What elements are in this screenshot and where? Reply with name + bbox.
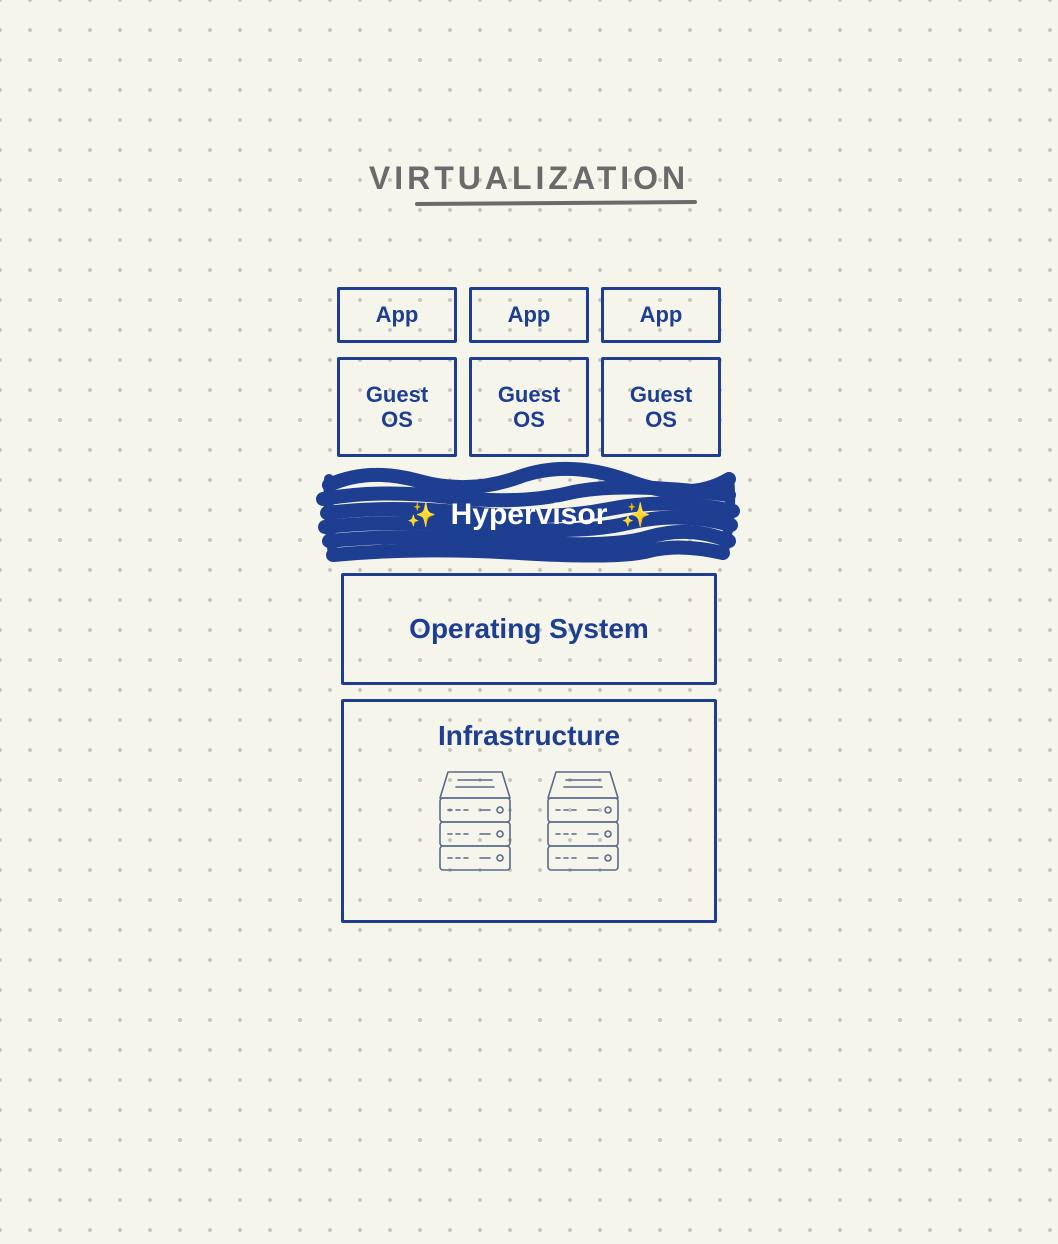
server-icons [432,768,626,876]
guest-os-label: Guest OS [630,382,692,433]
app-box: App [469,287,589,343]
guest-os-box: Guest OS [337,357,457,457]
guest-os-row: Guest OS Guest OS Guest OS [337,357,721,457]
title-text: VIRTUALIZATION [369,160,689,196]
hypervisor-label-group: ✨ Hypervisor ✨ [407,498,652,532]
app-box: App [337,287,457,343]
sparkle-icon: ✨ [407,501,437,530]
hypervisor-layer: ✨ Hypervisor ✨ [329,471,729,559]
infrastructure-label: Infrastructure [438,720,620,752]
hypervisor-label: Hypervisor [451,498,608,532]
app-label: App [508,302,551,327]
guest-os-box: Guest OS [469,357,589,457]
guest-os-box: Guest OS [601,357,721,457]
sparkle-icon: ✨ [621,501,651,530]
server-icon [432,768,518,876]
virtualization-stack: App App App Guest OS Guest OS Guest OS [329,287,729,923]
app-label: App [640,302,683,327]
diagram-canvas: VIRTUALIZATION App App App Guest OS Gues… [0,0,1058,1244]
server-icon [540,768,626,876]
app-label: App [376,302,419,327]
diagram-title: VIRTUALIZATION [369,160,689,197]
app-row: App App App [337,287,721,343]
os-label: Operating System [409,613,649,645]
guest-os-label: Guest OS [366,382,428,433]
operating-system-layer: Operating System [341,573,717,685]
title-underline [415,200,697,206]
app-box: App [601,287,721,343]
guest-os-label: Guest OS [498,382,560,433]
infrastructure-layer: Infrastructure [341,699,717,923]
